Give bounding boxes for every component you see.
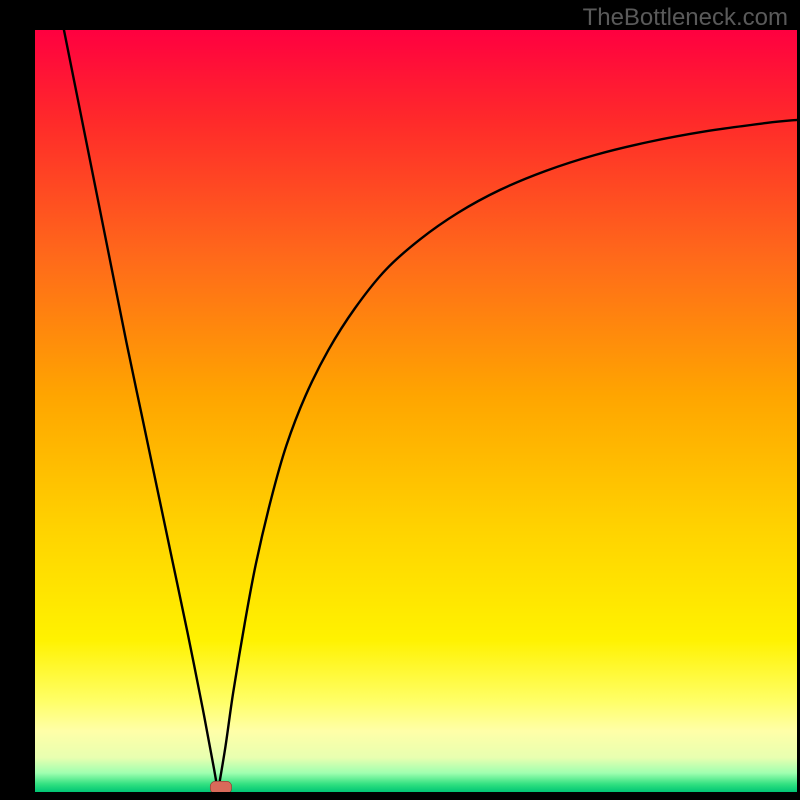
bottleneck-curve bbox=[35, 30, 797, 792]
chart-root: { "source_watermark": { "text": "TheBott… bbox=[0, 0, 800, 800]
source-watermark: TheBottleneck.com bbox=[583, 4, 788, 32]
plot-area bbox=[35, 30, 797, 792]
curve-right-branch bbox=[218, 120, 797, 792]
vertex-marker bbox=[210, 781, 231, 792]
curve-left-branch bbox=[64, 30, 218, 792]
